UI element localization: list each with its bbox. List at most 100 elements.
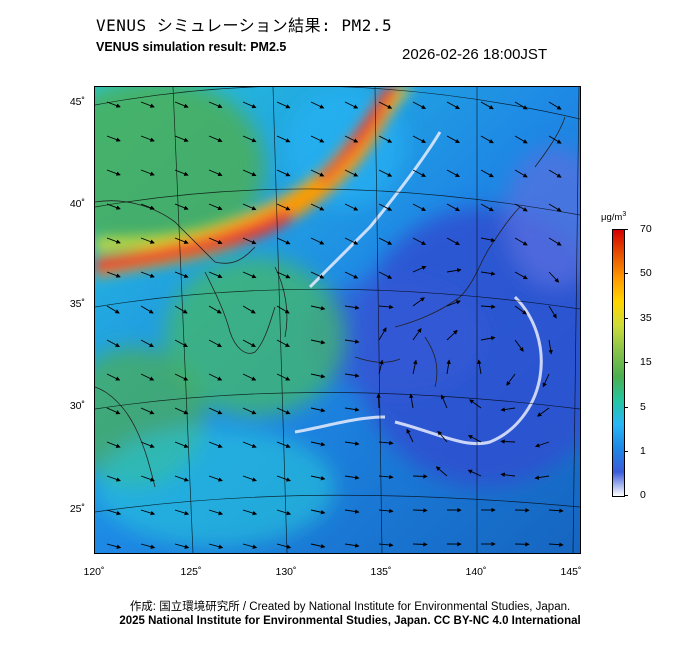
wind-vectors <box>106 101 564 549</box>
wind-arrow <box>344 305 360 310</box>
wind-arrow <box>242 203 257 211</box>
wind-arrow <box>208 305 222 314</box>
wind-arrow <box>208 101 223 109</box>
wind-arrow <box>276 305 290 314</box>
wind-arrow <box>536 407 550 417</box>
wind-arrow <box>310 135 325 143</box>
wind-arrow <box>435 466 448 477</box>
wind-arrow <box>548 305 557 319</box>
wind-arrow <box>378 271 393 279</box>
wind-arrow <box>446 203 460 212</box>
lon-label-120: 120˚ <box>83 566 105 578</box>
wind-arrow <box>477 359 482 375</box>
wind-arrow <box>174 237 189 244</box>
wind-arrow <box>514 135 528 144</box>
wind-arrow <box>208 373 223 381</box>
wind-arrow <box>174 101 189 108</box>
wind-arrow <box>276 407 291 415</box>
wind-arrow <box>276 169 291 177</box>
wind-arrow <box>548 237 562 246</box>
wind-arrow <box>106 441 121 448</box>
wind-arrow <box>310 169 325 177</box>
wind-arrow <box>174 135 189 142</box>
wind-arrow <box>344 543 360 548</box>
wind-arrow <box>542 373 550 388</box>
wind-arrow <box>140 271 155 278</box>
wind-arrow <box>412 327 422 341</box>
wind-arrow <box>140 407 155 415</box>
wind-arrow <box>446 329 458 341</box>
wind-arrow <box>276 509 292 516</box>
lon-label-125: 125˚ <box>180 566 202 578</box>
wind-arrow <box>480 169 494 178</box>
wind-arrow <box>106 475 121 482</box>
wind-arrow <box>412 474 428 479</box>
lon-label-145: 145˚ <box>560 566 582 578</box>
colorbar-label-35: 35 <box>640 312 652 324</box>
wind-arrow <box>140 305 154 314</box>
wind-arrow <box>506 373 516 386</box>
wind-arrow <box>412 237 427 245</box>
wind-arrow <box>412 203 427 211</box>
wind-arrow <box>446 237 460 246</box>
wind-arrow <box>480 271 496 276</box>
wind-arrow <box>208 441 223 448</box>
wind-arrow <box>242 475 257 482</box>
colorbar-label-0: 0 <box>640 489 646 501</box>
wind-arrow <box>106 135 121 142</box>
wind-arrow <box>446 359 451 375</box>
wind-arrow <box>242 407 257 415</box>
wind-arrow <box>344 441 360 446</box>
title-english: VENUS simulation result: PM2.5 <box>96 40 287 54</box>
wind-arrow <box>174 305 188 314</box>
wind-arrow <box>140 135 155 142</box>
wind-arrow <box>208 135 223 143</box>
wind-arrow <box>208 271 223 279</box>
wind-arrow <box>208 169 223 177</box>
wind-arrow <box>140 169 155 176</box>
wind-arrow <box>310 237 325 245</box>
wind-arrow <box>378 327 387 341</box>
colorbar-tick <box>624 451 628 452</box>
wind-arrow <box>140 101 155 108</box>
wind-arrow <box>276 543 292 549</box>
wind-arrow <box>344 271 359 279</box>
wind-arrow <box>412 135 427 143</box>
wind-arrow <box>440 394 448 409</box>
wind-arrow <box>548 101 562 110</box>
graticule <box>95 87 580 553</box>
wind-arrow <box>344 101 359 109</box>
wind-arrow <box>174 169 189 176</box>
wind-arrow <box>344 339 360 344</box>
wind-arrow <box>174 203 189 210</box>
wind-arrow <box>242 441 257 448</box>
lat-label-25: 25˚ <box>69 503 85 515</box>
wind-arrow <box>378 542 394 548</box>
wind-arrow <box>514 169 528 178</box>
credit-line: 作成: 国立環境研究所 / Created by National Instit… <box>129 601 571 613</box>
wind-arrow <box>500 439 516 444</box>
wind-arrow <box>514 305 528 315</box>
wind-arrow <box>344 135 359 143</box>
lon-label-140: 140˚ <box>465 566 487 578</box>
wind-arrow <box>242 169 257 177</box>
wind-arrow <box>276 135 291 143</box>
wind-arrow <box>412 359 418 375</box>
wind-arrow <box>310 543 326 549</box>
wind-arrow <box>446 300 461 307</box>
wind-arrow <box>480 335 496 341</box>
lat-label-45: 45˚ <box>69 96 85 108</box>
wind-arrow <box>378 359 384 375</box>
wind-arrow <box>208 509 224 516</box>
wind-arrow <box>378 101 393 109</box>
wind-arrow <box>548 339 553 355</box>
wind-arrow <box>480 101 494 110</box>
wind-arrow <box>106 509 122 516</box>
wind-arrow <box>242 271 257 279</box>
wind-arrow <box>446 169 460 178</box>
colorbar-tick <box>624 495 628 496</box>
copyright-line: 2025 National Institute for Environmenta… <box>119 615 581 627</box>
wind-arrow <box>174 407 189 415</box>
wind-arrow <box>106 237 121 244</box>
wind-arrow <box>378 203 393 211</box>
